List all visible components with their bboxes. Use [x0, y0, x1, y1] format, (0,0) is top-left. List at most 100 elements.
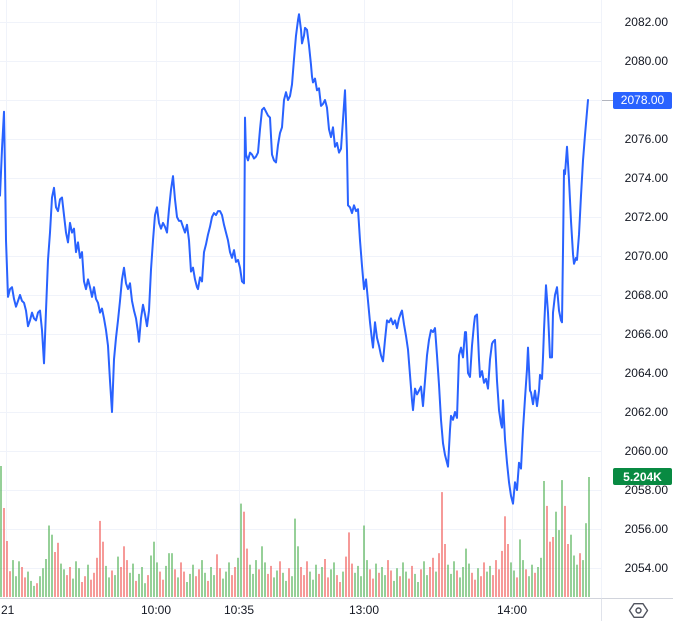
volume-bar	[141, 567, 143, 597]
volume-bar	[3, 508, 5, 597]
volume-bar	[453, 561, 455, 597]
price-tick-label: 2068.00	[624, 288, 668, 302]
volume-bar	[225, 571, 227, 597]
volume-bar	[273, 577, 275, 597]
volume-bar	[231, 575, 233, 597]
price-tick-label: 2064.00	[624, 366, 668, 380]
volume-bar	[579, 553, 581, 597]
volume-bar	[465, 548, 467, 597]
volume-bar	[123, 546, 125, 597]
volume-bar	[402, 562, 404, 597]
volume-bar	[543, 481, 545, 597]
volume-bar	[447, 564, 449, 597]
volume-bar	[318, 573, 320, 597]
volume-bar	[348, 532, 350, 597]
volume-bar	[390, 570, 392, 597]
volume-bar	[411, 565, 413, 597]
volume-bar	[78, 568, 80, 597]
time-tick-label: 10:35	[223, 603, 255, 617]
volume-bar	[540, 557, 542, 597]
volume-bar	[132, 563, 134, 597]
volume-bar	[174, 569, 176, 597]
volume-bar	[33, 585, 35, 597]
volume-bar	[129, 572, 131, 597]
volume-bar	[264, 562, 266, 597]
gear-icon	[628, 603, 648, 618]
volume-bar	[384, 575, 386, 597]
volume-bar	[198, 569, 200, 597]
volume-bar	[192, 564, 194, 597]
volume-bar	[393, 580, 395, 597]
volume-bar	[288, 568, 290, 597]
volume-bar	[36, 583, 38, 597]
volume-bar	[408, 578, 410, 597]
price-tick-label: 2066.00	[624, 327, 668, 341]
volume-bar	[237, 557, 239, 597]
volume-bar	[534, 572, 536, 597]
volume-bar	[405, 571, 407, 597]
volume-bar	[369, 569, 371, 597]
price-chart-pane[interactable]	[0, 0, 601, 598]
price-chart-svg	[0, 0, 601, 598]
volume-bar	[516, 577, 518, 597]
volume-bar	[75, 561, 77, 597]
volume-bar	[63, 569, 65, 597]
volume-bar	[417, 582, 419, 597]
volume-bar	[69, 567, 71, 597]
volume-bar	[501, 550, 503, 597]
volume-bar	[522, 560, 524, 597]
volume-bar	[294, 518, 296, 597]
price-tick-label: 2056.00	[624, 522, 668, 536]
volume-bar	[357, 565, 359, 597]
volume-bar	[327, 577, 329, 597]
volume-bar	[498, 569, 500, 597]
volume-bar	[291, 576, 293, 597]
volume-bar	[525, 569, 527, 597]
volume-bar	[120, 567, 122, 597]
volume-bar	[552, 537, 554, 597]
volume-bar	[54, 552, 56, 597]
volume-bar	[564, 505, 566, 597]
volume-bar	[432, 557, 434, 597]
volume-bar	[171, 553, 173, 597]
price-axis[interactable]: 2078.00 5.204K 2082.002080.002078.002076…	[601, 0, 673, 598]
volume-bar	[528, 576, 530, 597]
volume-bar	[147, 575, 149, 597]
volume-bar	[309, 571, 311, 597]
volume-bar	[429, 567, 431, 597]
volume-bar	[486, 571, 488, 597]
volume-bar	[27, 571, 29, 597]
volume-bar	[366, 560, 368, 597]
volume-bar	[153, 541, 155, 597]
volume-bar	[450, 573, 452, 597]
volume-bar	[363, 525, 365, 597]
volume-bar	[138, 573, 140, 597]
volume-bar	[96, 557, 98, 597]
volume-bar	[483, 562, 485, 597]
axis-corner	[601, 598, 673, 621]
volume-bar	[585, 523, 587, 597]
volume-bar	[300, 567, 302, 597]
volume-bar	[228, 562, 230, 597]
time-tick-label: 21	[1, 603, 15, 617]
volume-bar	[162, 579, 164, 597]
volume-bar	[324, 559, 326, 597]
chart-settings-button[interactable]	[624, 600, 652, 621]
volume-bar	[276, 570, 278, 597]
volume-bar	[321, 567, 323, 597]
volume-bar	[6, 541, 8, 597]
time-axis[interactable]: 21 10:00 10:35 13:00 14:00	[0, 598, 601, 621]
volume-bar	[252, 573, 254, 597]
volume-bar	[0, 466, 2, 597]
volume-bar	[468, 563, 470, 597]
volume-bar	[261, 546, 263, 597]
volume-bar	[87, 564, 89, 597]
volume-bar	[336, 575, 338, 597]
volume-bar	[42, 568, 44, 597]
volume-bar	[165, 565, 167, 597]
volume-bar	[234, 567, 236, 597]
volume-bar	[333, 562, 335, 597]
volume-bar	[51, 534, 53, 597]
volume-bar	[312, 579, 314, 597]
volume-bar	[111, 570, 113, 597]
